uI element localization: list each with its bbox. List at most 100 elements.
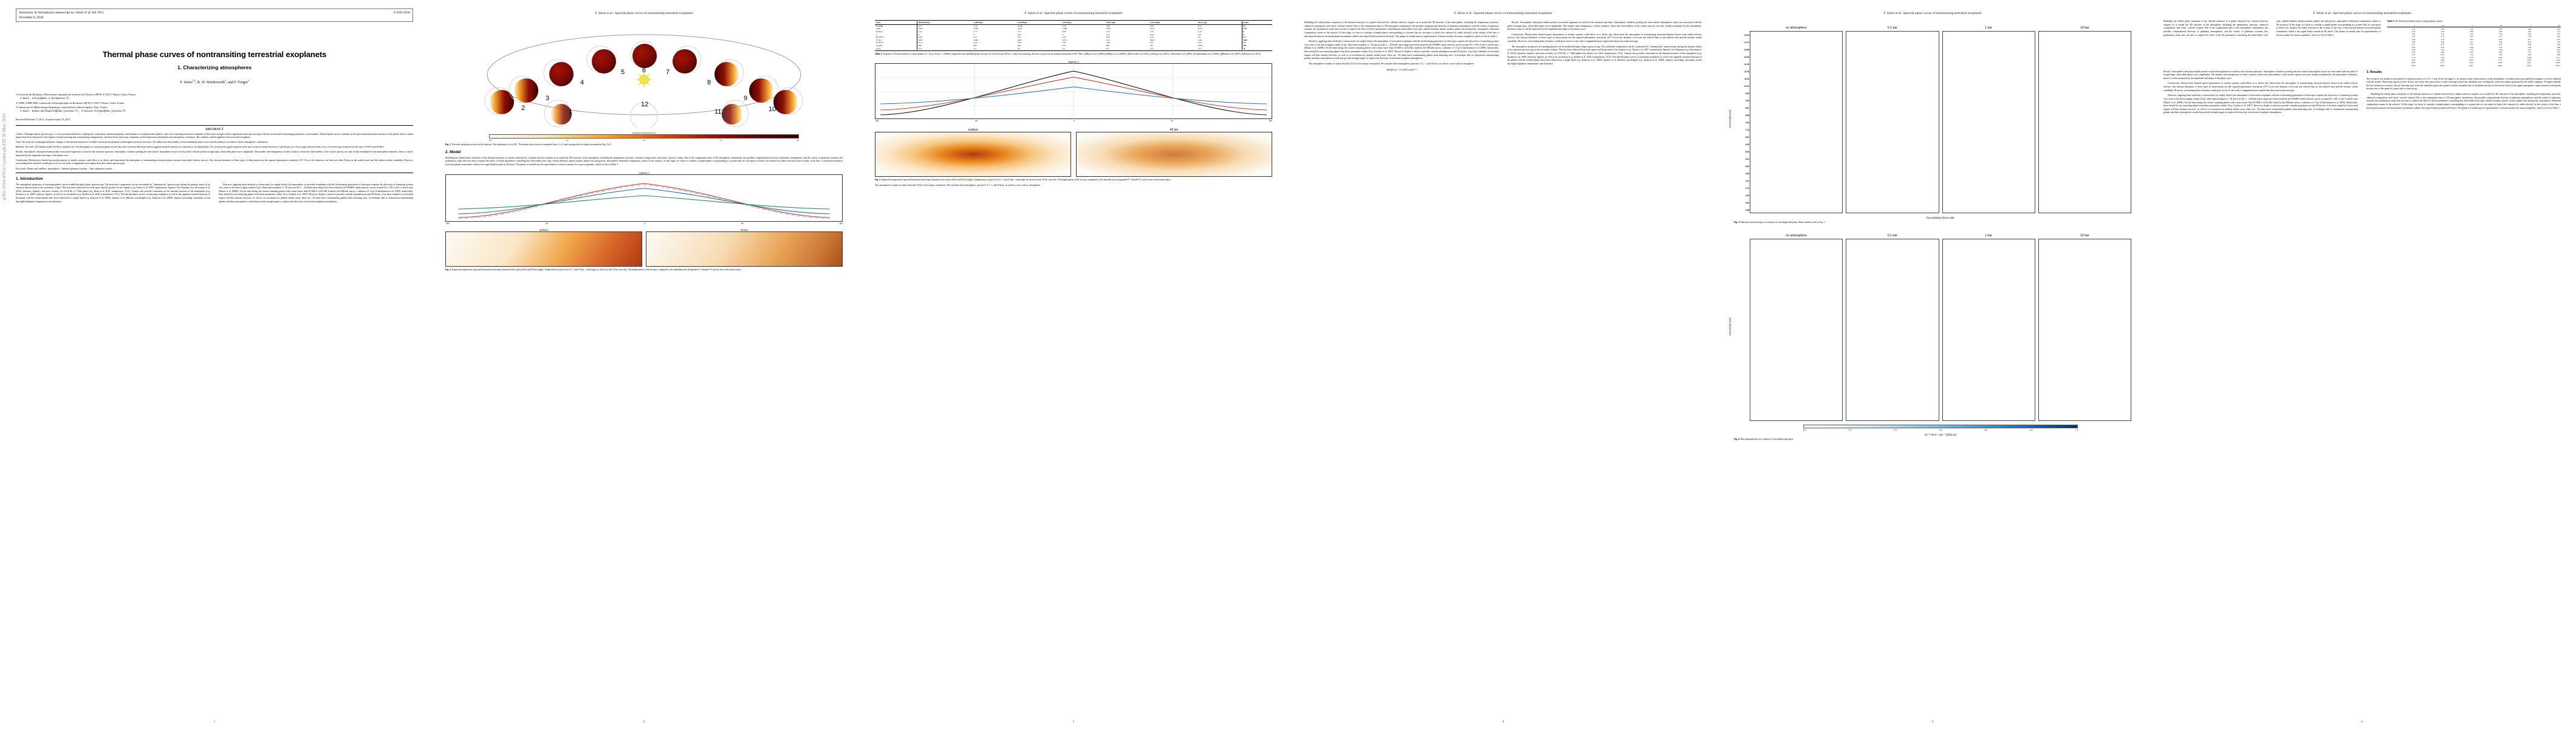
cell: 3.33 [2498,33,2502,36]
running-head-5: F. Selsis et al.: Spectral phase curves … [1883,12,1982,15]
colorbar-gradient [488,134,800,139]
page4-body: Modeling the orbital phase variations of… [1304,21,1702,72]
cell: 5.26 [2557,43,2560,46]
cell: 5.26 [2441,48,2444,51]
cell: 2.94 [2498,30,2502,33]
cell: 13.0 [917,47,973,50]
page-4[interactable]: F. Selsis et al.: Spectral phase curves … [1289,0,1718,729]
running-head-4: F. Selsis et al.: Spectral phase curves … [1454,12,1552,15]
cell: 4.55 [2411,46,2416,49]
fig2-xtick-0: -180 [445,222,450,225]
cell: 9.70 [1062,24,1066,27]
cell: 4.76 [2557,41,2560,43]
fig4-panel-0: no atmosphere [1750,234,1843,422]
cell: 6.67 [2557,48,2560,51]
fig3-panel-1: 0.1 bar [1846,26,1939,213]
cell: 7.69 [2498,53,2502,56]
fig4-cbar-tick-1: 1.2 [1848,429,1851,432]
fig4-cbar-tick-3: 3.6 [1939,429,1942,432]
fig3-panel-title-0: no atmosphere [1786,26,1807,30]
fig4-cbar-tick-4: 4.8 [1984,429,1987,432]
page-2[interactable]: F. Selsis et al.: Spectral phase curves … [430,0,858,729]
table-row: 10.00 11.11 12.50 14.29 16.67 20.00 [2387,61,2561,64]
cell: 12.50 [2411,64,2416,67]
cell: 5.00 [2527,43,2532,46]
fig2-x-ticks: -180 -90 0 90 180 [445,222,843,225]
svg-text:8: 8 [707,79,711,86]
svg-text:10: 10 [769,106,776,113]
cell: 0.3 [1241,41,1272,44]
table-2-grid: λ Δλ λ Δλ λ Δλ 2.56 2.63 2.70 2.78 2.86 2.94 … [2386,24,2561,67]
page-5[interactable]: F. Selsis et al.: Spectral phase curves … [1718,0,2147,729]
cell: 4.55 [2527,41,2532,43]
page-1[interactable]: Astronomy & Astrophysics manuscript no. … [0,0,429,729]
cell: 14.29 [2555,58,2560,61]
cell: 3.85 [2557,35,2560,38]
cell: 2.56 [2411,27,2416,30]
page6-body: Results. Atmospheric absorption bands pr… [2163,70,2561,115]
cell: 2.70 [2411,30,2416,33]
fig4-cbar-tick-2: 2.4 [1894,429,1897,432]
header-date: November 8, 2018 [19,16,44,20]
table-1-col-5: 61Vir b(d) [1105,21,1149,25]
row-label: R* [R☉] [875,41,883,44]
cell: 12.3 [1197,47,1202,50]
svg-text:9: 9 [744,95,747,102]
cell: 0.29 [973,41,978,44]
cell: 550 [1241,44,1272,47]
cell: 13.0 [1149,47,1154,50]
figure-3-x-title: flux (arbitrary linear unit) [1927,216,1954,219]
cell: 3.03 [2527,30,2532,33]
cell: 0.94 [1197,41,1202,44]
cell: 14.29 [2440,64,2444,67]
cell: 9.09 [2557,53,2560,56]
cell: 6.25 [2411,53,2416,56]
cell: 3.45 [2470,35,2473,38]
axis-tick: 11.02 [1744,78,1749,80]
cell: 4.35 [2441,43,2444,46]
cell: 6.55 [1149,24,1154,27]
fig2-xtick-2: 0 [644,222,645,225]
axis-tick: 4.12 [1745,180,1749,182]
table-2-caption-text: The 30 infrared bands used to compute ph… [2395,20,2443,22]
page-3[interactable]: F. Selsis et al.: Spectral phase curves … [859,0,1288,729]
abstract-results: Results. Atmospheric absorption bands pr… [16,151,413,157]
table-row: 3.85 4.00 4.17 4.35 4.55 4.76 [2387,41,2561,43]
cbar-tick-1: 250 [566,139,569,142]
cell: 16.67 [2527,61,2532,64]
cell: 5.88 [2441,51,2444,54]
running-head-3: F. Selsis et al.: Spectral phase curves … [1024,12,1123,15]
figure-3-caption: Fig. 3. Planetary emission maps as a fun… [1734,221,2131,224]
svg-text:1: 1 [569,108,572,115]
table-row: 5.00 5.26 5.56 5.88 6.25 6.67 [2387,49,2561,51]
table-2-col-5: Δλ [2532,24,2561,28]
cell: 11.11 [2498,58,2502,61]
page-6[interactable]: F. Selsis et al.: Spectral phase curves … [2148,0,2576,729]
fig2-surface-windmap [445,231,642,267]
figure-3-caption-text: Planetary emission maps as a function of… [1740,221,1826,224]
table-2-col-2: λ [2445,24,2474,28]
fig4-grid-0 [1750,239,1843,422]
page3-body: The atmosphere is made of carbon dioxide… [875,184,1272,189]
cell: 20.31 [2555,64,2560,67]
running-head-2: F. Selsis et al.: Spectral phase curves … [595,12,693,15]
cell: 5.88 [2557,46,2560,49]
figure-3-label: Fig. 3. [1734,221,1740,224]
table-1: name HD40307b(a) GJ581e(b) GJ581b(b) GJ1… [875,20,1272,51]
cell: 5.00 [2411,48,2416,51]
cell: 3.45 [2527,33,2532,36]
cell: 0.014 [1149,27,1155,30]
fig2d-x-ticks: -180 -90 0 90 180 [875,120,1272,122]
figure-3-y-ticks: 19.23 17.21 15.58 14.42 13.16 11.94 11.02 10.31… [1744,32,1750,214]
axis-tick: 5.00 [1745,165,1749,168]
cell: 3.13 [2441,33,2444,36]
affiliation-2: 2 CNRS, UMR 5804, Laboratoire d'Astrophy… [16,101,125,104]
axis-tick: 7.14 [1745,129,1749,131]
axis-tick: 9.20 [1745,100,1749,102]
table-1-body: M [M⊕] 4.77 2.19 18.48 9.70 5.80 6.55 8.57 10 a … [875,24,1272,50]
page4-paragraph-7: The atmospheric properties of transiting… [1507,45,1702,65]
affiliation-email-1: e-mail: selsis@obs.u-bordeaux1.fr [20,98,70,101]
table-row: P [days] 4.31 3.15 5.37 8.80 4.22 1.85 0.74 8 [875,30,1272,33]
table-row: 6.25 6.67 7.14 7.69 8.33 9.09 [2387,53,2561,56]
